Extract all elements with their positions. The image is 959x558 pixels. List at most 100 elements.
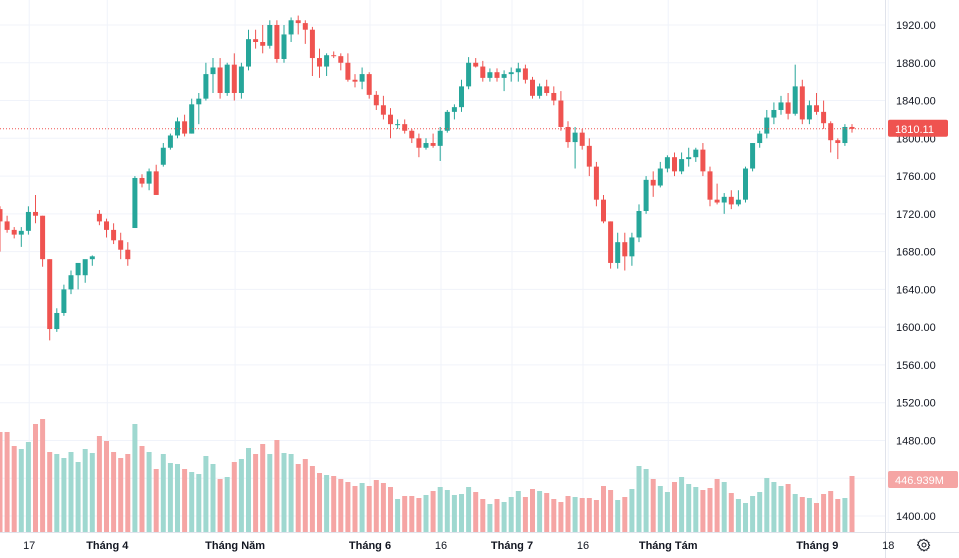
volume-bar <box>423 495 429 532</box>
volume-bar <box>508 497 514 532</box>
candle-body <box>686 157 692 160</box>
candle-body <box>125 249 131 260</box>
volume-bar <box>260 444 266 532</box>
volume-bar <box>402 496 408 532</box>
candle-body <box>0 209 3 222</box>
candle-body <box>572 132 578 143</box>
candle-body <box>466 62 472 87</box>
x-tick-label: 16 <box>577 540 589 552</box>
y-tick-label: 1600.00 <box>896 322 936 334</box>
y-tick-label: 1640.00 <box>896 284 936 296</box>
volume-bar <box>54 454 60 532</box>
candle-body <box>224 64 230 93</box>
volume-bar <box>537 491 543 532</box>
y-tick-label: 1920.00 <box>896 20 936 32</box>
volume-bar <box>743 503 748 532</box>
price-axis[interactable]: 1920.001880.001840.001800.001760.001720.… <box>885 0 936 558</box>
candle-body <box>132 177 138 229</box>
candle-body <box>849 126 855 129</box>
volume-bar <box>96 436 102 532</box>
volume-bar <box>814 503 819 532</box>
y-tick-label: 1680.00 <box>896 247 936 259</box>
time-axis[interactable]: 17 Tháng 4 Tháng Năm Tháng 6 16 Tháng 7 16 Thán… <box>0 532 959 553</box>
volume-bar <box>61 458 67 532</box>
candle-body <box>522 68 528 80</box>
candle-body <box>68 275 74 290</box>
volume-bar <box>366 486 372 532</box>
candle-body <box>586 145 592 167</box>
candle-body <box>792 86 798 114</box>
candle-body <box>565 126 571 143</box>
candle-body <box>459 86 464 108</box>
volume-bar <box>757 492 763 532</box>
candle-body <box>40 215 46 260</box>
candle-body <box>189 104 195 134</box>
candle-body <box>47 259 53 330</box>
candle-body <box>395 124 401 126</box>
candle-body <box>785 102 791 114</box>
volume-bar <box>317 473 322 532</box>
volume-bar <box>650 479 656 532</box>
volume-bar <box>153 469 159 532</box>
candle-body <box>544 86 550 93</box>
volume-bar <box>309 466 315 532</box>
candle-body <box>111 229 117 241</box>
volume-bar <box>430 491 436 532</box>
candle-body <box>217 67 223 93</box>
candle-body <box>622 242 628 257</box>
volume-bar <box>487 504 493 532</box>
candle-body <box>778 102 784 110</box>
volume-bar <box>672 482 677 532</box>
volume-bar <box>806 498 812 532</box>
volume-bar <box>4 432 10 532</box>
volume-bar <box>25 442 31 532</box>
volume-bar <box>551 499 557 532</box>
volume-bar <box>281 453 287 532</box>
candle-body <box>366 74 372 95</box>
candle-body <box>764 117 770 134</box>
volume-bar <box>821 494 827 532</box>
volume-bar <box>104 441 109 532</box>
candle-body <box>487 72 493 78</box>
candle-body <box>593 166 599 200</box>
candle-body <box>33 211 38 216</box>
x-tick-label: Tháng Năm <box>205 540 265 552</box>
settings-gear-icon[interactable] <box>914 536 934 554</box>
volume-bar <box>324 475 330 532</box>
volume-bar <box>842 498 848 532</box>
volume-bar <box>771 482 777 532</box>
candle-body <box>437 130 443 146</box>
volume-bar <box>707 488 713 532</box>
x-tick-label: Tháng Tám <box>639 540 698 552</box>
volume-bar <box>785 484 791 532</box>
volume-bar <box>409 496 415 532</box>
candle-body <box>203 74 209 99</box>
y-tick-label: 1720.00 <box>896 209 936 221</box>
candle-body <box>267 25 273 46</box>
volume-bar <box>288 454 294 532</box>
candle-body <box>196 98 202 105</box>
volume-bar <box>721 482 727 532</box>
candle-body <box>728 196 734 205</box>
volume-bar <box>118 458 124 532</box>
candle-body <box>11 229 17 235</box>
volume-bar <box>345 482 351 532</box>
volume-bar <box>189 472 195 532</box>
candle-body <box>530 79 535 96</box>
candle-body <box>537 86 543 96</box>
volume-bar <box>33 424 38 532</box>
candle-body <box>714 199 720 203</box>
volume-bar <box>295 464 301 532</box>
volume-bar <box>175 464 180 532</box>
candle-body <box>388 114 393 125</box>
volume-bar <box>735 499 741 532</box>
volume-bar <box>359 483 365 532</box>
y-tick-label: 1840.00 <box>896 96 936 108</box>
volume-bar <box>338 479 344 532</box>
volume-bar <box>629 489 635 532</box>
volume-bar <box>0 432 3 532</box>
y-tick-label: 1760.00 <box>896 171 936 183</box>
candle-body <box>182 121 188 134</box>
candle-body <box>821 111 827 124</box>
